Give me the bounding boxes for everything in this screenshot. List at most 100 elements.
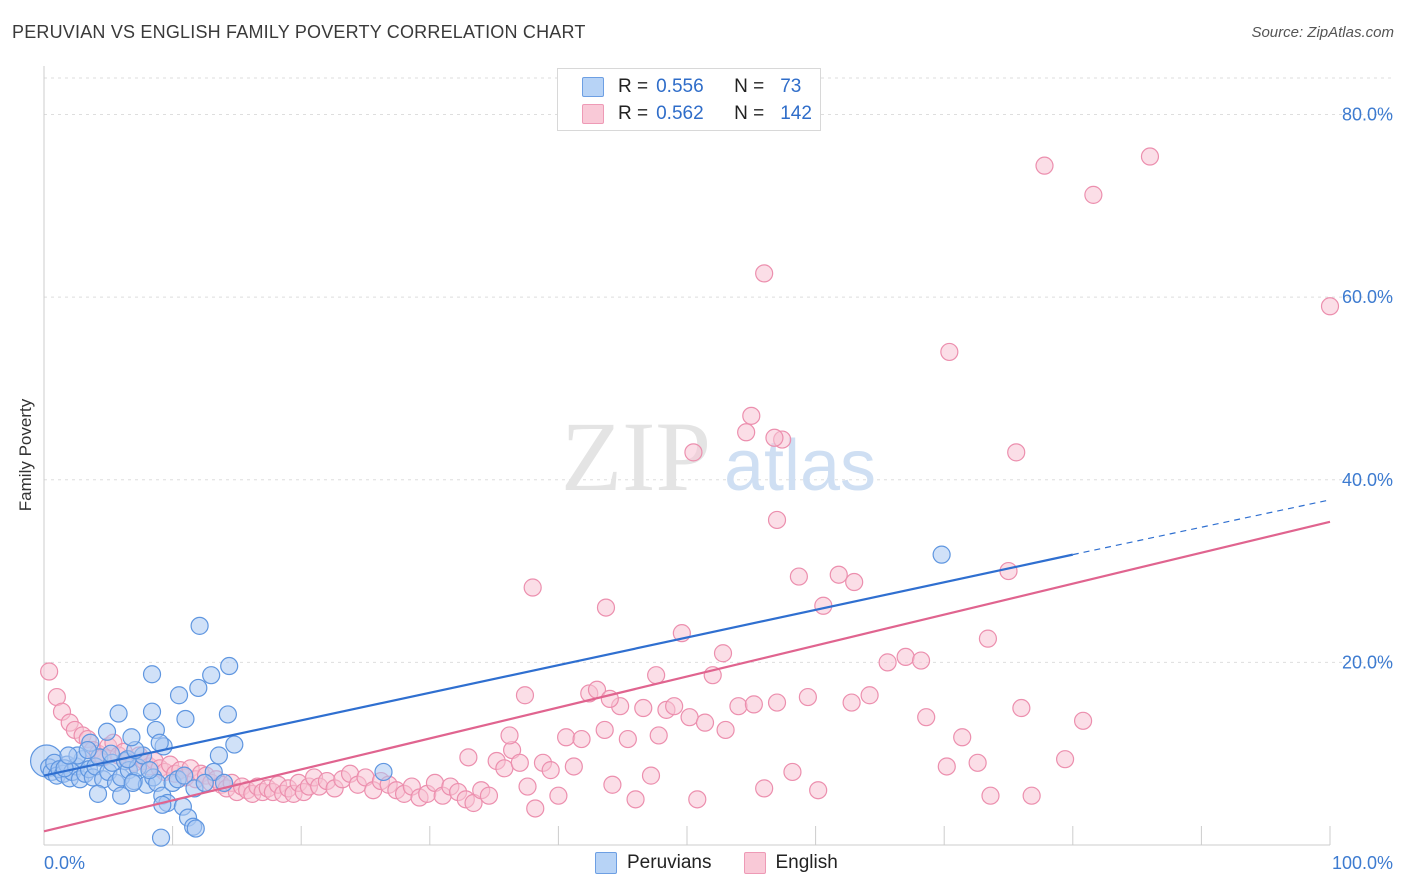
english-point bbox=[829, 565, 848, 584]
gridlines bbox=[44, 77, 1392, 663]
peruvian-point bbox=[151, 828, 171, 847]
english-point bbox=[814, 596, 833, 615]
peruvian-point bbox=[112, 786, 131, 805]
english-point bbox=[968, 753, 987, 772]
y-tick-label: 40.0% bbox=[1342, 470, 1393, 490]
english-point bbox=[549, 786, 568, 805]
peruvian-point bbox=[190, 616, 209, 635]
tick-labels: 20.0% 40.0% 60.0% 80.0% 0.0% 100.0% bbox=[44, 105, 1393, 873]
y-axis-label: Family Poverty bbox=[16, 398, 35, 512]
peruvian-point bbox=[123, 773, 142, 793]
legend-n-value: 142 bbox=[780, 103, 812, 124]
english-point bbox=[878, 653, 897, 672]
peruvians-trend-line bbox=[43, 553, 1074, 777]
english-point bbox=[1055, 750, 1075, 769]
english-point bbox=[500, 726, 519, 745]
english-point bbox=[999, 561, 1018, 581]
english-point bbox=[518, 777, 537, 796]
english-point bbox=[680, 708, 699, 727]
legend-n-value: 73 bbox=[780, 76, 802, 97]
english-point bbox=[917, 708, 936, 727]
english-point bbox=[695, 713, 715, 732]
english-point bbox=[911, 651, 931, 670]
english-legend-label: English bbox=[775, 852, 838, 873]
english-point bbox=[495, 759, 514, 778]
legend-item-peruvians[interactable]: Peruvians bbox=[595, 852, 712, 874]
english-point bbox=[798, 687, 817, 707]
english-point bbox=[626, 790, 645, 809]
peruvian-point bbox=[142, 665, 162, 684]
peruvian-point bbox=[189, 678, 208, 698]
zipatlas-watermark: ZIP atlas bbox=[561, 401, 876, 512]
peruvian-point bbox=[186, 819, 205, 838]
english-swatch bbox=[582, 104, 604, 124]
legend-r-label: R = bbox=[618, 76, 649, 97]
english-point bbox=[1007, 443, 1026, 462]
english-point bbox=[755, 264, 774, 283]
english-point bbox=[767, 510, 787, 530]
peruvian-point bbox=[202, 666, 221, 685]
english-point bbox=[515, 686, 535, 705]
peruvian-point bbox=[109, 704, 128, 723]
legend-r-value: 0.562 bbox=[656, 103, 704, 124]
english-point bbox=[953, 728, 972, 747]
stats-legend: R = 0.556 N = 73 R = 0.562 N = 142 bbox=[557, 68, 821, 131]
legend-n-label: N = bbox=[734, 76, 765, 97]
trend-lines bbox=[43, 499, 1331, 833]
english-point bbox=[523, 578, 542, 597]
english-point bbox=[1022, 786, 1041, 805]
legend-row-peruvians: R = 0.556 N = 73 bbox=[582, 74, 801, 100]
english-point bbox=[1073, 711, 1093, 730]
english-point bbox=[1320, 297, 1340, 316]
peruvians-swatch bbox=[582, 77, 604, 97]
english-point bbox=[744, 695, 763, 714]
peruvian-points bbox=[29, 545, 951, 847]
peruvian-point bbox=[209, 746, 228, 765]
english-point bbox=[940, 342, 959, 362]
peruvian-point bbox=[140, 761, 159, 780]
english-point bbox=[595, 720, 614, 740]
peruvian-point bbox=[88, 784, 108, 803]
english-point bbox=[564, 757, 583, 776]
english-point bbox=[688, 790, 707, 809]
peruvian-point bbox=[142, 702, 162, 721]
english-point bbox=[716, 720, 735, 740]
english-point bbox=[783, 762, 802, 782]
english-point bbox=[541, 761, 560, 780]
english-point bbox=[765, 428, 784, 447]
english-point bbox=[755, 779, 774, 798]
peruvian-point bbox=[176, 709, 195, 729]
english-point bbox=[1035, 156, 1054, 175]
x-tick-label: 100.0% bbox=[1332, 853, 1393, 873]
peruvian-point bbox=[374, 762, 393, 782]
legend-item-english[interactable]: English bbox=[743, 852, 838, 874]
chart-title: PERUVIAN VS ENGLISH FAMILY POVERTY CORRE… bbox=[12, 22, 586, 42]
english-point bbox=[572, 729, 591, 749]
peruvian-point bbox=[220, 656, 239, 676]
english-point bbox=[596, 598, 616, 617]
english-point bbox=[809, 781, 828, 800]
english-point bbox=[1012, 698, 1031, 718]
peruvians-legend-label: Peruvians bbox=[627, 852, 712, 873]
english-point bbox=[647, 666, 666, 685]
english-point bbox=[978, 629, 998, 648]
english-point bbox=[1140, 147, 1160, 166]
peruvian-point bbox=[169, 686, 189, 705]
peruvian-point bbox=[218, 705, 237, 724]
english-point bbox=[649, 726, 668, 745]
english-point bbox=[459, 748, 478, 767]
peruvians-legend-swatch bbox=[595, 852, 617, 874]
peruvians-trend-extension bbox=[1072, 499, 1331, 556]
english-legend-swatch bbox=[743, 852, 766, 874]
english-point bbox=[479, 786, 499, 805]
series-legend: Peruvians English bbox=[595, 852, 870, 874]
english-point bbox=[767, 693, 787, 712]
source-label: Source: ZipAtlas.com bbox=[1251, 24, 1394, 41]
peruvian-point bbox=[78, 740, 97, 760]
english-point bbox=[603, 775, 622, 794]
english-point bbox=[557, 728, 576, 747]
english-point bbox=[937, 757, 956, 776]
english-point bbox=[981, 786, 1000, 805]
english-point bbox=[742, 406, 761, 425]
